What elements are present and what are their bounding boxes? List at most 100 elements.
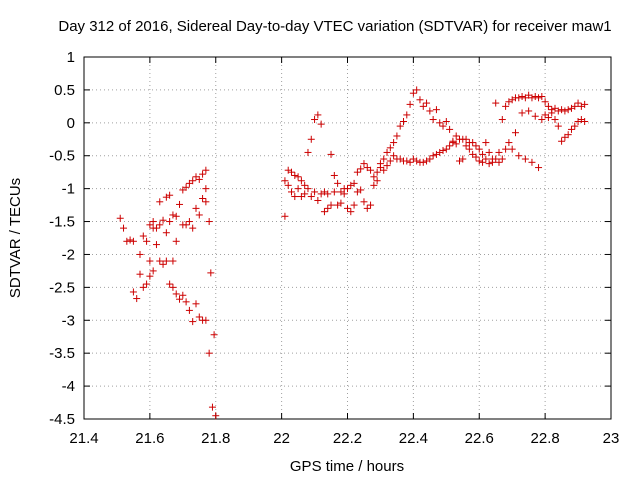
x-axis-label: GPS time / hours (290, 458, 404, 475)
data-point (370, 173, 378, 181)
data-point (291, 193, 299, 201)
data-point (502, 145, 510, 153)
data-point (485, 160, 493, 168)
data-point (581, 118, 589, 126)
x-tick-label: 23 (603, 430, 620, 447)
data-point (330, 171, 338, 179)
data-point (495, 158, 503, 166)
data-point (133, 295, 141, 303)
data-point (462, 135, 470, 143)
data-point (561, 107, 569, 115)
data-point (172, 212, 180, 220)
data-point (301, 181, 309, 189)
data-point (288, 168, 296, 176)
data-point (548, 106, 556, 114)
data-point (162, 257, 170, 265)
data-point (146, 221, 154, 229)
data-point (482, 155, 490, 163)
data-point (574, 99, 582, 107)
data-point (531, 92, 539, 100)
data-point (452, 140, 460, 148)
data-point (386, 157, 394, 165)
data-point (172, 290, 180, 298)
y-tick-label: -4 (62, 378, 75, 395)
data-point (383, 162, 391, 170)
data-point (525, 107, 533, 115)
data-point (212, 412, 220, 420)
data-point (551, 116, 559, 124)
data-point (166, 280, 174, 288)
data-point (367, 201, 375, 209)
data-point (169, 283, 177, 291)
y-tick-label: -1 (62, 181, 75, 198)
data-point (581, 100, 589, 108)
y-tick-label: -2.5 (49, 279, 75, 296)
data-point (571, 102, 579, 110)
data-point (567, 125, 575, 133)
data-point (472, 153, 480, 161)
data-point (413, 86, 421, 94)
data-point (363, 204, 371, 212)
x-tick-label: 22.2 (333, 430, 362, 447)
data-point (202, 198, 210, 206)
data-point (172, 237, 180, 245)
y-tick-label: 1 (67, 49, 75, 66)
data-point (498, 116, 506, 124)
data-point (126, 236, 134, 244)
data-point (146, 257, 154, 265)
data-point (367, 166, 375, 174)
data-point (390, 152, 398, 160)
data-point (373, 168, 381, 176)
x-tick-label: 21.4 (69, 430, 98, 447)
data-point (558, 137, 566, 145)
data-point (390, 139, 398, 147)
data-point (482, 139, 490, 147)
data-point (396, 122, 404, 130)
data-point (479, 158, 487, 166)
data-point (149, 218, 157, 226)
data-point (199, 195, 207, 203)
x-tick-label: 21.8 (201, 430, 230, 447)
data-point (386, 144, 394, 152)
x-tick-label: 22.6 (465, 430, 494, 447)
data-point (419, 102, 427, 110)
data-point (571, 122, 579, 130)
data-point (301, 190, 309, 198)
data-point (446, 125, 454, 133)
data-point (136, 270, 144, 278)
data-point (528, 94, 536, 102)
data-point (297, 177, 305, 185)
data-point (426, 155, 434, 163)
data-point (179, 291, 187, 299)
data-point (311, 188, 319, 196)
data-point (511, 129, 519, 137)
data-point (182, 183, 190, 191)
x-tick-label: 22 (273, 430, 290, 447)
data-point (192, 300, 200, 308)
data-point (469, 139, 477, 147)
data-point (347, 208, 355, 216)
data-point (149, 267, 157, 275)
data-point (452, 132, 460, 140)
data-point (432, 106, 440, 114)
data-point (442, 145, 450, 153)
data-point (334, 179, 342, 187)
data-point (182, 298, 190, 306)
data-point (350, 201, 358, 209)
data-point (330, 188, 338, 196)
data-point (208, 403, 216, 411)
data-point (162, 229, 170, 237)
data-point (327, 150, 335, 158)
data-point (413, 157, 421, 165)
data-point (518, 109, 526, 117)
data-point (185, 306, 193, 314)
data-point (564, 131, 572, 139)
data-point (357, 186, 365, 194)
data-point (185, 218, 193, 226)
y-tick-label: -3 (62, 312, 75, 329)
data-point (307, 193, 315, 201)
data-point (139, 232, 147, 240)
data-point (423, 99, 431, 107)
data-point (403, 111, 411, 119)
data-point (156, 221, 164, 229)
